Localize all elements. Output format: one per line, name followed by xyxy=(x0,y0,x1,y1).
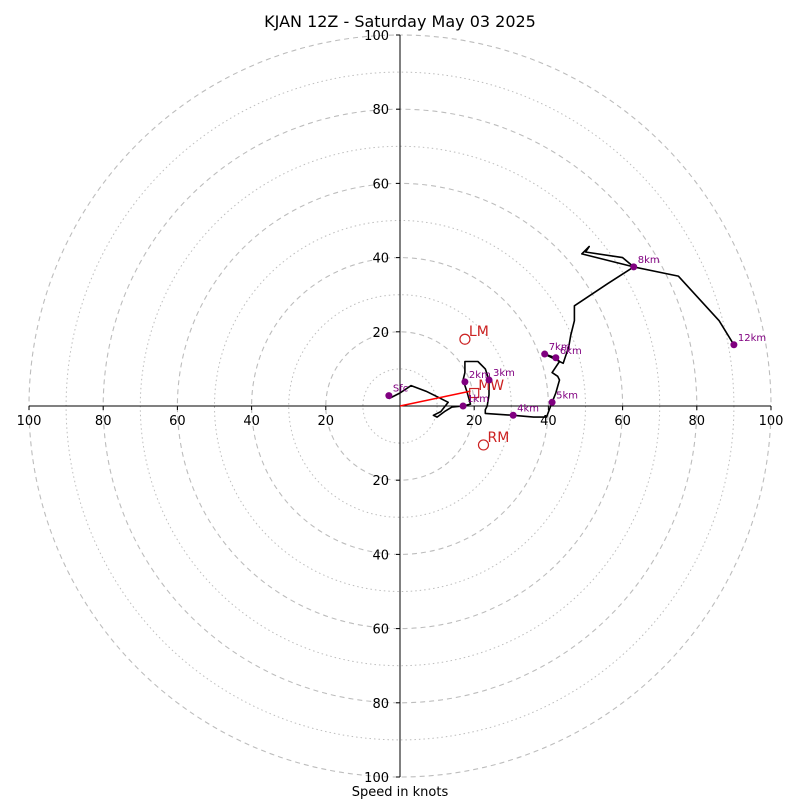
height-marker-label: 7km xyxy=(549,342,571,353)
x-tick-label: 100 xyxy=(759,414,784,429)
height-marker-label: 3km xyxy=(493,368,515,379)
height-marker-dot xyxy=(730,341,738,349)
height-marker-label: 12km xyxy=(738,333,766,344)
storm-motion-label: LM xyxy=(469,324,489,340)
wind-trace xyxy=(388,245,735,418)
x-tick-label: 80 xyxy=(95,414,112,429)
x-tick-label: 40 xyxy=(243,414,260,429)
height-marker-dot xyxy=(541,350,549,358)
height-marker-dot xyxy=(385,392,393,400)
wind-trace-line xyxy=(388,245,735,418)
height-marker-dot xyxy=(548,398,556,406)
storm-motion-marker xyxy=(469,387,480,399)
height-marker-label: 6km xyxy=(560,346,582,357)
y-tick-label: 20 xyxy=(372,474,389,489)
height-marker-dot xyxy=(485,376,493,384)
y-tick-label: 80 xyxy=(372,103,389,118)
height-marker-dot xyxy=(459,402,467,410)
y-tick-label: 100 xyxy=(364,29,389,44)
storm-motions: LM MW RM xyxy=(459,324,509,451)
height-marker-dot xyxy=(461,378,469,386)
shear-vector xyxy=(399,390,471,407)
height-marker-dot xyxy=(552,354,560,362)
y-tick-label: 40 xyxy=(372,548,389,563)
x-axis-label: Speed in knots xyxy=(352,785,449,800)
x-tick-label: 60 xyxy=(614,414,631,429)
height-marker-label: 8km xyxy=(638,255,660,266)
x-tick-label: 20 xyxy=(466,414,483,429)
x-tick-label: 60 xyxy=(169,414,186,429)
y-tick-label: 80 xyxy=(372,697,389,712)
storm-motion-label: RM xyxy=(487,430,509,446)
height-marker-label: 4km xyxy=(517,403,539,414)
x-tick-label: 20 xyxy=(318,414,335,429)
y-tick-label: 20 xyxy=(372,326,389,341)
x-tick-label: 40 xyxy=(540,414,557,429)
chart-title: KJAN 12Z - Saturday May 03 2025 xyxy=(264,12,536,31)
y-tick-label: 100 xyxy=(364,771,389,786)
height-marker-dot xyxy=(630,263,638,271)
y-tick-label: 60 xyxy=(372,177,389,192)
x-tick-label: 100 xyxy=(17,414,42,429)
tick-labels: 100 100 100 100 80 80 80 80 60 60 60 60 40 40 40 40 20 20… xyxy=(17,29,784,786)
height-marker-label: 5km xyxy=(556,390,578,401)
storm-motion-label: MW xyxy=(478,378,504,394)
y-tick-label: 60 xyxy=(372,623,389,638)
y-tick-label: 40 xyxy=(372,252,389,267)
x-tick-label: 80 xyxy=(689,414,706,429)
height-marker-label: 1km xyxy=(467,394,489,405)
storm-motion-marker xyxy=(477,439,490,451)
storm-motion-marker xyxy=(459,333,471,345)
shear-vector-line xyxy=(399,390,471,407)
height-marker-label: 2km xyxy=(469,370,491,381)
height-marker-label: Sfc xyxy=(393,384,408,395)
height-marker-dot xyxy=(509,411,517,419)
